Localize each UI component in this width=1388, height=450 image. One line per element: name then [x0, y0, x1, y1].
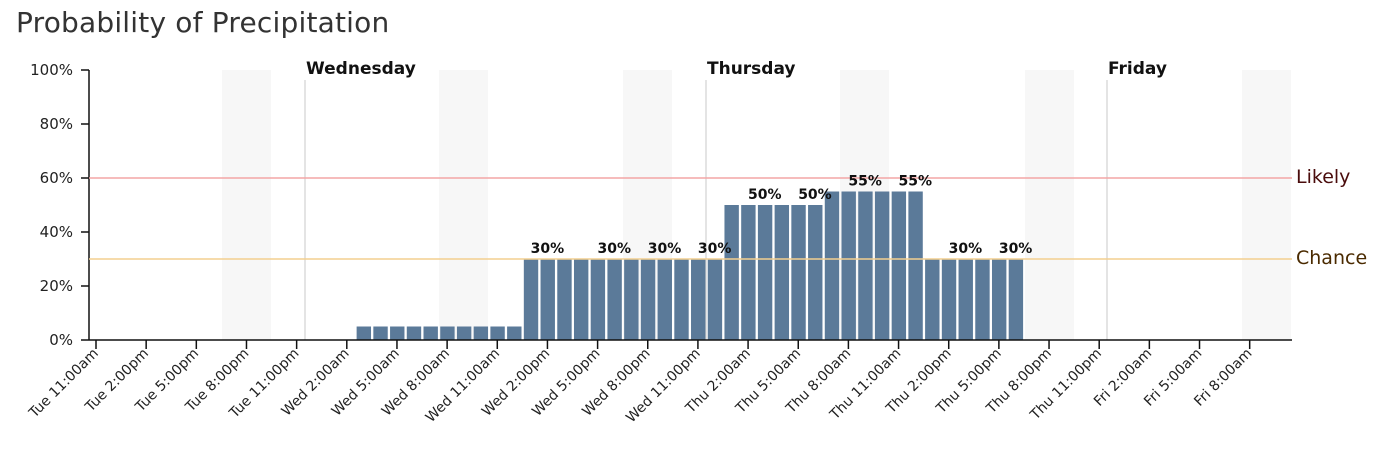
night-band	[1242, 70, 1291, 340]
precip-bar	[958, 259, 973, 340]
precip-bar	[473, 326, 489, 340]
precip-bar	[941, 259, 957, 340]
precip-bar	[824, 191, 840, 340]
night-band	[439, 70, 488, 340]
precip-bar	[507, 326, 522, 340]
bar-value-label: 30%	[698, 241, 732, 257]
bar-value-label: 30%	[531, 241, 565, 257]
bar-value-label: 50%	[798, 187, 832, 203]
precip-bar	[557, 259, 572, 340]
precip-bar	[540, 259, 555, 340]
precip-bar	[523, 259, 539, 340]
chart-title: Probability of Precipitation	[16, 6, 390, 39]
precip-bar	[874, 191, 890, 340]
precip-bar	[841, 191, 856, 340]
day-label: Friday	[1108, 59, 1167, 79]
day-label: Thursday	[707, 59, 796, 79]
bar-value-label: 30%	[648, 241, 682, 257]
precip-bar	[1008, 259, 1024, 340]
precip-bar	[724, 205, 739, 340]
bar-value-label: 55%	[899, 174, 933, 190]
precip-bar	[440, 326, 455, 340]
precip-bar	[757, 205, 773, 340]
precip-bar	[991, 259, 1007, 340]
y-tick-label: 60%	[40, 169, 73, 187]
precip-bar	[674, 259, 689, 340]
bar-value-label: 30%	[999, 241, 1033, 257]
night-band	[1025, 70, 1074, 340]
y-tick-label: 20%	[40, 277, 73, 295]
precip-bar	[373, 326, 388, 340]
chance-label: Chance	[1296, 247, 1367, 269]
precip-bar	[390, 326, 405, 340]
y-tick-label: 100%	[30, 61, 73, 79]
precip-bar	[774, 205, 790, 340]
precip-bar	[657, 259, 672, 340]
precip-bar	[791, 205, 806, 340]
bar-value-label: 30%	[598, 241, 632, 257]
precip-bar	[607, 259, 622, 340]
y-tick-label: 40%	[40, 223, 73, 241]
precip-bar	[406, 326, 422, 340]
day-label: Wednesday	[306, 59, 416, 79]
precip-bar	[975, 259, 990, 340]
precip-bar	[707, 259, 723, 340]
night-band	[222, 70, 271, 340]
precip-bar	[356, 326, 372, 340]
precip-bar	[925, 259, 940, 340]
precip-bar	[573, 259, 589, 340]
precip-bar	[691, 259, 706, 340]
precip-bar	[808, 205, 823, 340]
precip-bar	[908, 191, 923, 340]
y-tick-label: 0%	[49, 331, 73, 349]
bar-value-label: 50%	[748, 187, 782, 203]
likely-label: Likely	[1296, 166, 1350, 188]
bar-value-label: 55%	[848, 174, 882, 190]
precip-bar	[624, 259, 639, 340]
precip-bar	[891, 191, 907, 340]
precip-bar	[858, 191, 873, 340]
precip-bar	[640, 259, 656, 340]
precip-bar	[741, 205, 756, 340]
precip-bar	[590, 259, 606, 340]
precip-bar	[423, 326, 438, 340]
y-tick-label: 80%	[40, 115, 73, 133]
precip-bar	[456, 326, 472, 340]
precip-bar	[490, 326, 505, 340]
bar-value-label: 30%	[949, 241, 983, 257]
